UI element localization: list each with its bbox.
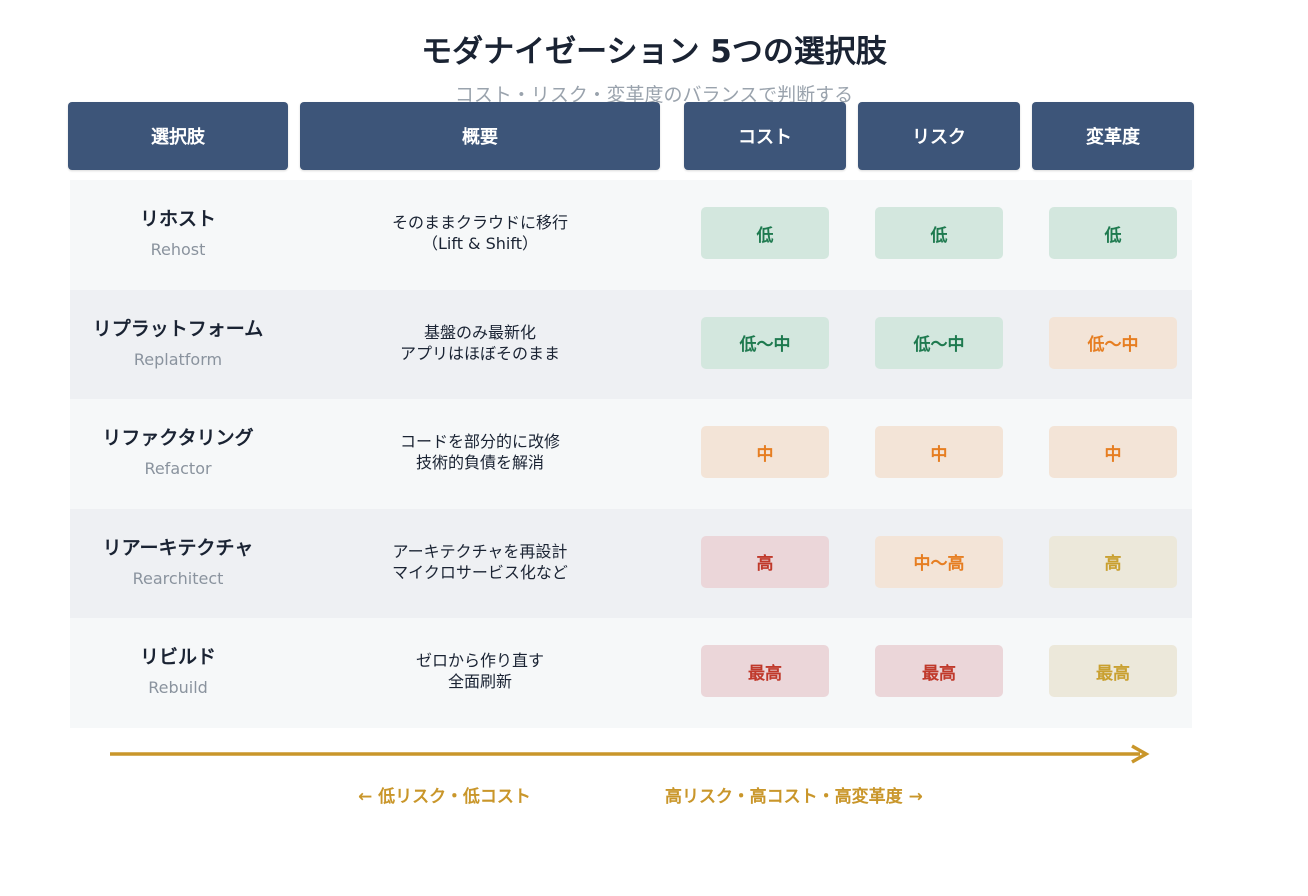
summary-line: （Lift & Shift）	[421, 234, 538, 253]
table-row: リファクタリング Refactor コードを部分的に改修 技術的負債を解消 中中…	[70, 399, 1192, 510]
subtitle: コスト・リスク・変革度のバランスで判断する	[454, 84, 854, 106]
header-risk: リスク	[858, 102, 1020, 170]
scale-arrow	[110, 744, 1150, 764]
option-english: Rehost	[150, 240, 206, 259]
cost-badge: 中	[701, 426, 829, 479]
arrow-head-icon	[1131, 744, 1150, 764]
cost-badge: 低〜中	[701, 316, 829, 369]
option-english: Rebuild	[148, 678, 208, 698]
summary-line: 全面刷新	[447, 672, 512, 692]
high-risk-label: 高リスク・高コスト・高変革度 →	[665, 787, 923, 807]
table-row: リアーキテクチャ Rearchitect アーキテクチャを再設計 マイクロサービ…	[70, 508, 1192, 619]
header-summary: 概要	[300, 102, 660, 170]
summary-line: ゼロから作り直す	[415, 651, 544, 671]
option-summary: コードを部分的に改修 技術的負債を解消	[300, 431, 660, 473]
option-english: Rearchitect	[132, 568, 224, 588]
low-risk-label: ← 低リスク・低コスト	[358, 787, 531, 807]
risk-badge: 中	[875, 426, 1003, 479]
option-summary: ゼロから作り直す 全面刷新	[300, 650, 660, 692]
cost-badge: 最高	[701, 645, 829, 698]
summary-line: アプリはほぼそのまま	[399, 343, 560, 363]
risk-badge: 低〜中	[875, 316, 1003, 369]
header-option: 選択肢	[68, 102, 288, 170]
option-name: リファクタリング	[102, 427, 254, 450]
option-name: リアーキテクチャ	[102, 536, 254, 559]
option-name: リホスト	[139, 208, 216, 230]
option-summary: アーキテクチャを再設計 マイクロサービス化など	[300, 541, 660, 583]
transformation-badge: 中	[1049, 426, 1177, 479]
transformation-badge: 高	[1049, 535, 1177, 588]
table-row: リホスト Rehost そのままクラウドに移行 （Lift & Shift） 低…	[70, 180, 1192, 290]
summary-line: アーキテクチャを再設計	[392, 541, 568, 561]
option-english: Replatform	[133, 349, 223, 369]
option-summary: 基盤のみ最新化 アプリはほぼそのまま	[300, 322, 660, 364]
summary-line: そのままクラウドに移行	[391, 213, 568, 232]
summary-line: 基盤のみ最新化	[423, 322, 536, 342]
table-row: リビルド Rebuild ゼロから作り直す 全面刷新 最高 最高 最高	[70, 618, 1192, 729]
transformation-badge: 最高	[1049, 645, 1177, 698]
transformation-badge: 低	[1049, 207, 1177, 259]
summary-line: マイクロサービス化など	[392, 562, 568, 582]
risk-badge: 最高	[875, 645, 1003, 698]
table-row: リプラットフォーム Replatform 基盤のみ最新化 アプリはほぼそのまま …	[70, 289, 1192, 400]
option-name: リプラットフォーム	[92, 317, 264, 340]
header-transformation: 変革度	[1032, 102, 1194, 170]
cost-badge: 低	[701, 207, 829, 259]
summary-line: コードを部分的に改修	[399, 432, 560, 452]
option-name: リビルド	[139, 646, 216, 669]
risk-badge: 中〜高	[875, 535, 1003, 588]
page-title: モダナイゼーション 5つの選択肢	[421, 34, 887, 70]
option-english: Refactor	[144, 459, 212, 479]
option-summary: そのままクラウドに移行 （Lift & Shift）	[300, 212, 660, 254]
cost-badge: 高	[701, 535, 829, 588]
header-cost: コスト	[684, 102, 846, 170]
summary-line: 技術的負債を解消	[415, 453, 544, 473]
risk-badge: 低	[875, 207, 1003, 259]
transformation-badge: 低〜中	[1049, 316, 1177, 369]
